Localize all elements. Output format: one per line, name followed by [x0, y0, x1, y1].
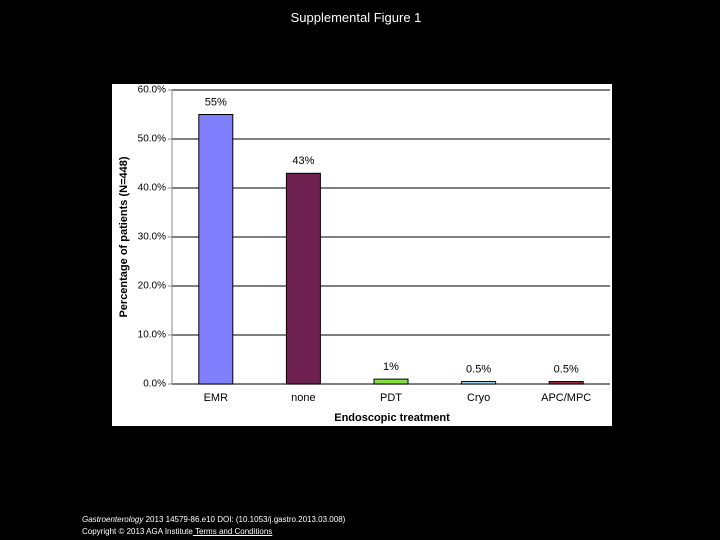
bar	[548, 381, 584, 385]
bar	[198, 114, 234, 385]
citation: Gastroenterology 2013 14579-86.e10 DOI: …	[82, 515, 345, 524]
y-tick-label: 0.0%	[143, 379, 166, 390]
y-tick-label: 40.0%	[138, 183, 166, 194]
x-tick-label: Cryo	[467, 392, 490, 404]
y-tick-label: 50.0%	[138, 134, 166, 145]
copyright-line: Copyright © 2013 AGA Institute Terms and…	[82, 527, 272, 536]
y-tick-label: 20.0%	[138, 281, 166, 292]
slide-title: Supplemental Figure 1	[290, 10, 422, 25]
x-axis-label: Endoscopic treatment	[334, 412, 450, 424]
x-tick-label: EMR	[204, 392, 229, 404]
x-tick-label: APC/MPC	[541, 392, 591, 404]
value-label: 43%	[292, 155, 314, 167]
y-axis-label: Percentage of patients (N=448)	[118, 156, 130, 317]
y-tick-label: 30.0%	[138, 232, 166, 243]
journal: Gastroenterology	[82, 515, 144, 524]
value-label: 55%	[205, 96, 227, 108]
x-tick-label: PDT	[380, 392, 402, 404]
bar	[461, 381, 497, 385]
value-label: 1%	[383, 361, 399, 373]
copyright: Copyright © 2013 AGA Institute	[82, 527, 193, 536]
x-tick-label: none	[291, 392, 315, 404]
bar	[373, 378, 409, 385]
citation-text: 2013 14579-86.e10 DOI: (10.1053/j.gastro…	[143, 515, 346, 524]
y-tick-label: 10.0%	[138, 330, 166, 341]
terms-link[interactable]: Terms and Conditions	[192, 527, 273, 536]
bar	[285, 172, 321, 385]
y-tick-label: 60.0%	[138, 85, 166, 96]
value-label: 0.5%	[466, 363, 491, 375]
chart-background	[112, 84, 612, 426]
value-label: 0.5%	[554, 363, 579, 375]
